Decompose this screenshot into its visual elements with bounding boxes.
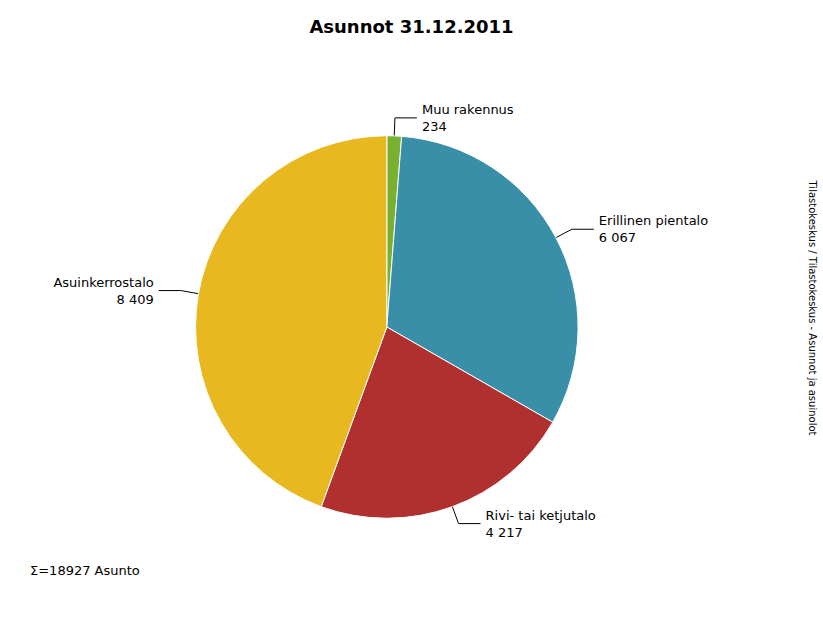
svg-text:Asunnot 31.12.2011: Asunnot 31.12.2011 <box>309 16 513 37</box>
svg-text:Tilastokeskus / Tilastokeskus: Tilastokeskus / Tilastokeskus - Asunnot … <box>807 180 818 436</box>
svg-text:Muu rakennus: Muu rakennus <box>422 102 514 117</box>
svg-text:Rivi- tai ketjutalo: Rivi- tai ketjutalo <box>486 508 596 523</box>
svg-text:234: 234 <box>422 119 447 134</box>
svg-text:Asuinkerrostalo: Asuinkerrostalo <box>53 275 153 290</box>
svg-text:4 217: 4 217 <box>486 525 523 540</box>
svg-text:6 067: 6 067 <box>599 230 636 245</box>
svg-text:Erillinen pientalo: Erillinen pientalo <box>599 213 708 228</box>
svg-text:Σ=18927 Asunto: Σ=18927 Asunto <box>30 563 140 578</box>
svg-text:8 409: 8 409 <box>117 292 154 307</box>
